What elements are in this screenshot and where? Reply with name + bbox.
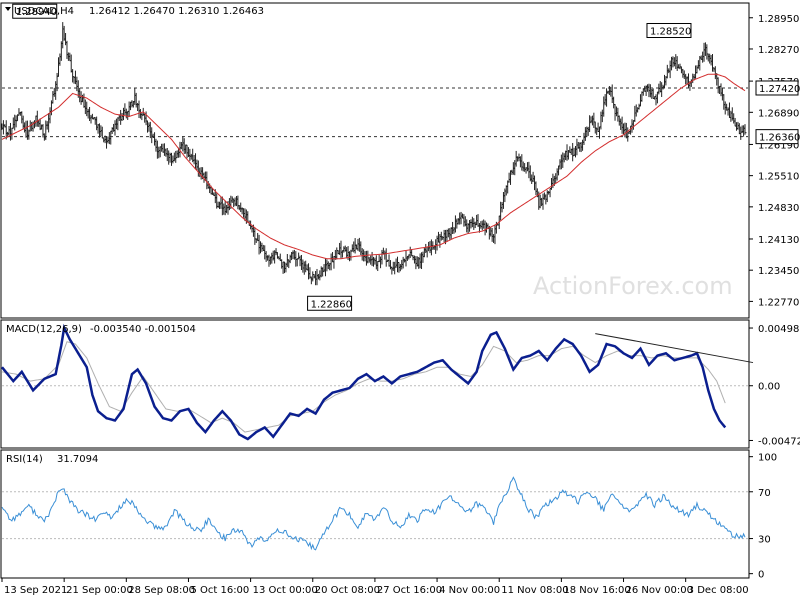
price-label-box bbox=[646, 23, 692, 39]
rsi-panel-frame bbox=[0, 449, 750, 579]
macd-panel-frame bbox=[0, 319, 750, 449]
y-tick-label: 1.26890 bbox=[758, 108, 799, 119]
y-tick-label: 0 bbox=[758, 570, 764, 581]
dropdown-arrow-icon bbox=[5, 7, 11, 11]
macd-panel: MACD(12,26,9) -0.003540 -0.001504 0.0049… bbox=[0, 319, 800, 449]
level-lines bbox=[2, 87, 748, 138]
macd-title: MACD(12,26,9) bbox=[6, 324, 82, 335]
ohlc-bar bbox=[743, 124, 747, 135]
y-tick-label: 1.22770 bbox=[758, 297, 799, 308]
y-tick-label: 30 bbox=[758, 535, 771, 546]
rsi-y-axis: 100 70 30 0 bbox=[749, 453, 777, 581]
price-label: 1.22860 bbox=[311, 299, 352, 310]
rsi-title: RSI(14) bbox=[6, 454, 43, 465]
y-tick-label: 1.24130 bbox=[758, 235, 799, 246]
price-label-box bbox=[12, 3, 58, 19]
x-tick-label: 18 Nov 16:00 bbox=[563, 585, 630, 596]
y-tick-label: 1.28270 bbox=[758, 45, 799, 56]
price-bars bbox=[0, 22, 747, 286]
y-tick-label: 1.25510 bbox=[758, 172, 799, 183]
level-value-label: 1.27420 bbox=[759, 84, 800, 95]
price-label: 1.28520 bbox=[650, 27, 691, 38]
y-tick-label: 70 bbox=[758, 488, 771, 499]
y-tick-label: -0.004723 bbox=[758, 436, 800, 447]
y-tick-label: 1.24830 bbox=[758, 203, 799, 214]
macd-header: MACD(12,26,9) -0.003540 -0.001504 bbox=[6, 324, 196, 335]
symbol-title: USDCAD,H4 bbox=[14, 6, 74, 17]
macd-line bbox=[1, 323, 727, 441]
price-y-axis: 1.289501.282701.275701.268901.261901.255… bbox=[749, 14, 800, 308]
price-label-box bbox=[307, 295, 353, 311]
x-tick-label: 5 Oct 16:00 bbox=[190, 585, 249, 596]
y-tick-label: 1.26190 bbox=[758, 140, 799, 151]
price-labels: 1.28940 1.28520 1.22860 bbox=[12, 3, 692, 311]
x-tick-label: 11 Nov 08:00 bbox=[501, 585, 568, 596]
y-tick-label: 1.23450 bbox=[758, 266, 799, 277]
x-tick-label: 4 Nov 00:00 bbox=[439, 585, 500, 596]
watermark: ActionForex.com bbox=[533, 272, 733, 300]
macd-values: -0.003540 -0.001504 bbox=[90, 324, 196, 335]
y-tick-label: 0.00498 bbox=[758, 324, 799, 335]
level-value-label: 1.26360 bbox=[759, 133, 800, 144]
rsi-value: 31.7094 bbox=[57, 454, 98, 465]
price-header: USDCAD,H4 1.26412 1.26470 1.26310 1.2646… bbox=[5, 6, 264, 17]
price-label: 1.28940 bbox=[16, 7, 57, 18]
x-tick-label: 28 Sep 08:00 bbox=[128, 585, 195, 596]
rsi-panel: RSI(14) 31.7094 100 70 30 0 bbox=[0, 449, 777, 581]
y-tick-label: 0.00 bbox=[758, 382, 780, 393]
x-tick-label: 20 Oct 08:00 bbox=[315, 585, 380, 596]
x-tick-label: 27 Oct 16:00 bbox=[377, 585, 442, 596]
x-tick-label: 13 Sep 2021 bbox=[4, 585, 67, 596]
price-panel-frame bbox=[0, 2, 750, 319]
rsi-header: RSI(14) 31.7094 bbox=[6, 454, 98, 465]
x-tick-label: 21 Sep 00:00 bbox=[66, 585, 133, 596]
level-value-box bbox=[755, 129, 799, 145]
price-panel: ActionForex.com 1.28940 1.28520 1.22860 US… bbox=[0, 2, 800, 319]
level-value-box bbox=[755, 80, 799, 96]
y-tick-label: 100 bbox=[758, 453, 777, 464]
x-tick-label: 13 Oct 00:00 bbox=[253, 585, 318, 596]
y-tick-label: 1.28950 bbox=[758, 14, 799, 25]
x-tick-label: 26 Nov 00:00 bbox=[626, 585, 693, 596]
rsi-reference-lines bbox=[2, 491, 748, 540]
ohlc-values: 1.26412 1.26470 1.26310 1.26463 bbox=[89, 6, 264, 17]
macd-y-axis: 0.00498 0.00 -0.004723 bbox=[749, 324, 800, 447]
moving-average-line bbox=[1, 73, 746, 260]
x-tick-label: 3 Dec 08:00 bbox=[688, 585, 749, 596]
macd-trend-line bbox=[595, 333, 754, 364]
rsi-line bbox=[1, 476, 746, 551]
